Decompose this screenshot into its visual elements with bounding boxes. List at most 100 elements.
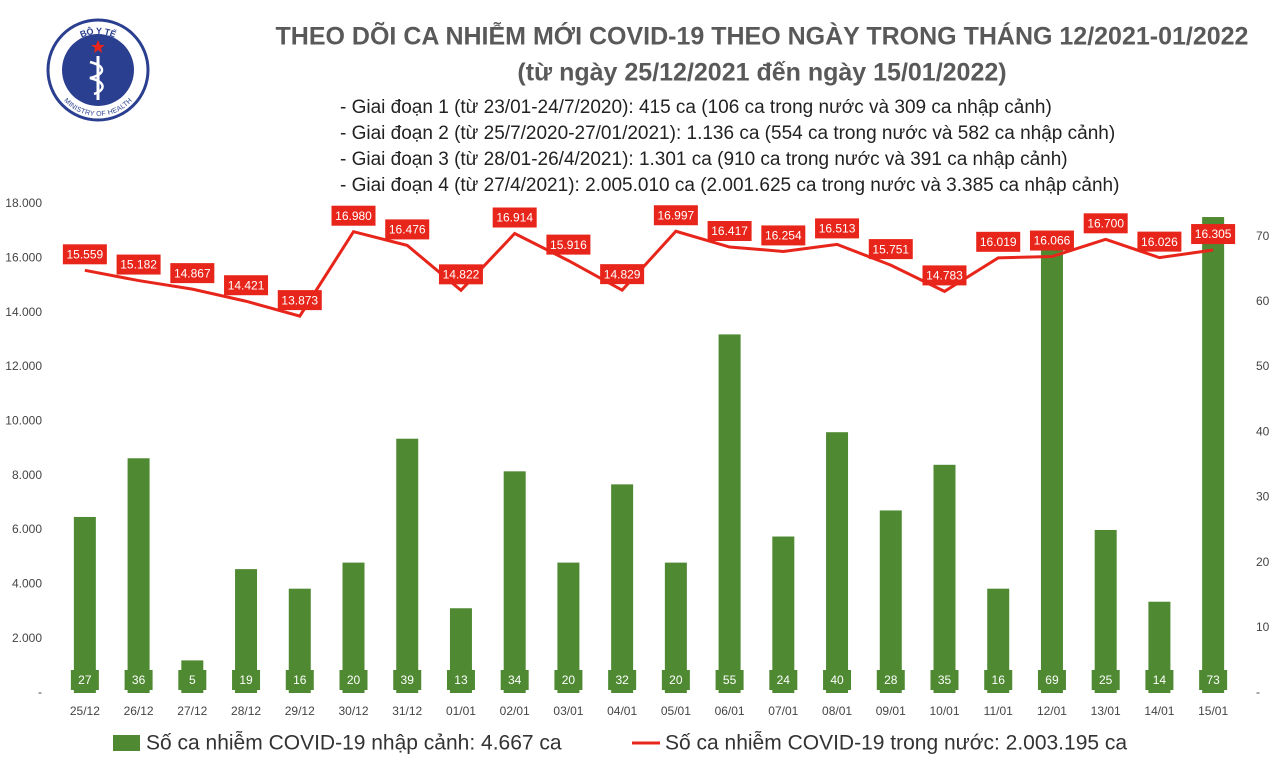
x-tick-label: 10/01 xyxy=(929,704,959,718)
bar-label: 28 xyxy=(884,673,898,687)
bar xyxy=(1202,217,1225,694)
y2-tick-label: 60 xyxy=(1256,294,1270,308)
value-label-box xyxy=(224,275,269,296)
y2-tick-label: 70 xyxy=(1256,229,1270,243)
bar-label-box xyxy=(769,670,798,690)
value-label: 15.751 xyxy=(872,242,909,256)
bar xyxy=(342,562,365,693)
value-label-box xyxy=(1191,224,1236,245)
y-tick-label: 8.000 xyxy=(12,468,42,482)
legend-label: Số ca nhiễm COVID-19 trong nước: 2.003.1… xyxy=(665,732,1127,755)
logo-top: BỘ Y TẾ xyxy=(79,26,118,40)
bar xyxy=(557,562,580,693)
note: - Giai đoạn 2 (từ 25/7/2020-27/01/2021):… xyxy=(340,123,1115,144)
y-tick-label: 18.000 xyxy=(5,196,42,210)
value-label-box xyxy=(277,290,322,311)
y2-tick-label: 20 xyxy=(1256,555,1270,569)
x-tick-label: 04/01 xyxy=(607,704,637,718)
logo: BỘ Y TẾ MINISTRY OF HEALTH xyxy=(46,18,150,122)
value-label: 16.700 xyxy=(1087,216,1124,230)
legend-swatch xyxy=(113,735,140,751)
value-label: 16.254 xyxy=(765,229,802,243)
bar xyxy=(1094,530,1117,693)
x-tick-label: 30/12 xyxy=(338,704,368,718)
bar-label-box xyxy=(1091,670,1120,690)
bar-label: 24 xyxy=(777,673,791,687)
x-tick-label: 08/01 xyxy=(822,704,852,718)
x-tick-label: 25/12 xyxy=(70,704,100,718)
value-label-box xyxy=(546,234,591,255)
bar-label-box xyxy=(1199,670,1228,690)
value-label: 16.417 xyxy=(711,224,748,238)
bar-label: 32 xyxy=(615,673,629,687)
value-label-box xyxy=(385,219,430,240)
bar-label-box xyxy=(446,670,475,690)
y-tick-label: 10.000 xyxy=(5,414,42,428)
bar-label-box xyxy=(178,670,207,690)
value-label: 13.873 xyxy=(281,293,318,307)
bar-label: 34 xyxy=(508,673,522,687)
bar-label: 5 xyxy=(189,673,196,687)
bar-label: 36 xyxy=(132,673,146,687)
bar-label: 16 xyxy=(992,673,1006,687)
value-label-box xyxy=(331,205,376,226)
x-tick-label: 06/01 xyxy=(715,704,745,718)
bar xyxy=(987,588,1010,693)
x-tick-label: 09/01 xyxy=(876,704,906,718)
bar xyxy=(288,588,311,693)
bar xyxy=(1040,243,1063,693)
x-tick-label: 12/01 xyxy=(1037,704,1067,718)
x-tick-label: 14/01 xyxy=(1144,704,1174,718)
value-label-box xyxy=(815,218,860,239)
x-tick-label: 27/12 xyxy=(177,704,207,718)
bar xyxy=(718,334,741,693)
value-label: 14.822 xyxy=(443,268,480,282)
y2-tick-label: - xyxy=(1256,685,1260,699)
y-tick-label: 12.000 xyxy=(5,359,42,373)
bar-label: 13 xyxy=(454,673,468,687)
value-label-box xyxy=(62,244,107,265)
bar-label-box xyxy=(1037,670,1066,690)
y2-tick-label: 40 xyxy=(1256,424,1270,438)
value-label: 15.182 xyxy=(120,258,157,272)
bar-label: 14 xyxy=(1153,673,1167,687)
bar-label-box xyxy=(554,670,583,690)
x-tick-label: 15/01 xyxy=(1198,704,1228,718)
value-label: 16.476 xyxy=(389,223,426,237)
x-tick-label: 02/01 xyxy=(500,704,530,718)
bar-label-box xyxy=(339,670,368,690)
value-label-box xyxy=(1083,213,1128,234)
note: - Giai đoạn 1 (từ 23/01-24/7/2020): 415 … xyxy=(340,97,1052,118)
y2-tick-label: 10 xyxy=(1256,620,1270,634)
value-label: 15.559 xyxy=(67,247,104,261)
value-label: 16.026 xyxy=(1141,235,1178,249)
bar-label-box xyxy=(285,670,314,690)
bar-label: 69 xyxy=(1045,673,1059,687)
value-label: 15.916 xyxy=(550,238,587,252)
value-label-box xyxy=(600,264,645,285)
value-label-box xyxy=(868,239,913,260)
value-label: 14.421 xyxy=(228,278,265,292)
x-tick-label: 11/01 xyxy=(984,704,1013,718)
x-tick-label: 05/01 xyxy=(661,704,691,718)
bar-label-box xyxy=(608,670,637,690)
line xyxy=(84,229,1214,318)
y-tick-label: 14.000 xyxy=(5,305,42,319)
bar xyxy=(772,536,795,693)
x-tick-label: 29/12 xyxy=(285,704,315,718)
bar xyxy=(933,464,956,693)
value-label: 16.914 xyxy=(496,211,533,225)
x-tick-label: 31/12 xyxy=(392,704,422,718)
value-label-box xyxy=(492,207,537,228)
value-label: 16.997 xyxy=(658,208,695,222)
value-label-box xyxy=(707,221,752,242)
value-label: 16.019 xyxy=(980,235,1017,249)
x-tick-label: 07/01 xyxy=(768,704,798,718)
note: - Giai đoạn 4 (từ 27/4/2021): 2.005.010 … xyxy=(340,175,1119,196)
value-label: 14.867 xyxy=(174,266,211,280)
bar-label: 35 xyxy=(938,673,952,687)
value-label: 16.513 xyxy=(819,222,856,236)
bar-label: 73 xyxy=(1206,673,1220,687)
bar-label-box xyxy=(70,670,99,690)
bar-label: 20 xyxy=(562,673,576,687)
